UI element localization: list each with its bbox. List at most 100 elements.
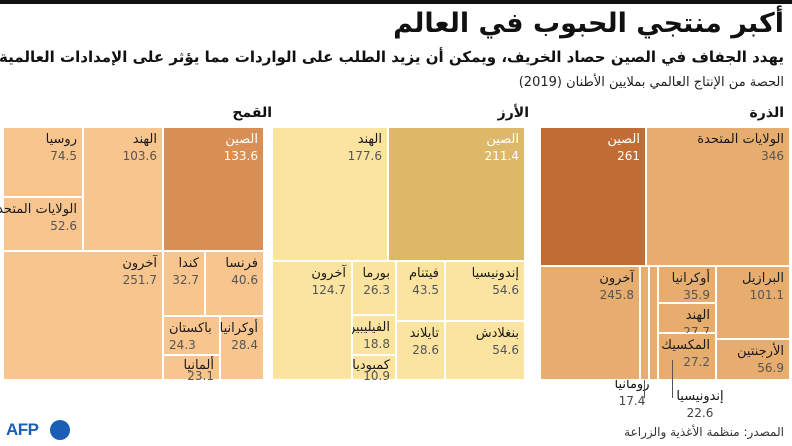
treemap-cell-wheat-6: أوكرانيا 28.4 xyxy=(220,316,264,380)
treemap-cell-corn-7 xyxy=(649,266,658,380)
treemap-label-corn-8: رومانيا xyxy=(614,377,650,392)
treemap-value-corn-9: 245.8 xyxy=(599,288,634,302)
treemap-label-wheat-8: ألمانيا xyxy=(183,358,214,373)
top-rule xyxy=(0,0,792,4)
treemap-cell-wheat-4: فرنسا 40.6 xyxy=(205,251,264,316)
treemap-cell-rice-4: فيتنام 43.5 xyxy=(396,261,445,321)
treemap-label-wheat-9: آخرون xyxy=(122,256,157,271)
treemap-cell-wheat-9: آخرون 251.7 xyxy=(3,251,163,380)
treemap-cell-rice-9: آخرون 124.7 xyxy=(272,261,352,380)
treemap-value-rice-9: 124.7 xyxy=(311,283,346,297)
treemap-label-corn-2: البرازيل xyxy=(741,271,784,286)
treemap-label-wheat-1: الهند xyxy=(132,132,157,147)
treemap-value-wheat-6: 28.4 xyxy=(231,338,258,352)
treemap-cell-corn-8 xyxy=(640,266,649,380)
treemap-label-corn-4: أوكرانيا xyxy=(671,271,710,286)
treemap-value-rice-3: 54.6 xyxy=(492,343,519,357)
treemap-cell-rice-3: بنغلادش 54.6 xyxy=(445,321,525,380)
treemap-value-wheat-8: 23.1 xyxy=(187,369,214,383)
treemap-label-wheat-6: أوكرانيا xyxy=(219,321,258,336)
treemap-value-wheat-7: 24.3 xyxy=(169,338,196,352)
treemap-cell-corn-6: المكسيك 27.2 xyxy=(658,333,716,380)
treemap-label-corn-9: آخرون xyxy=(599,271,634,286)
treemap-cell-corn-4: أوكرانيا 35.9 xyxy=(658,266,716,303)
treemap-value-rice-8: 10.9 xyxy=(363,369,390,383)
panel-title-wheat: القمح xyxy=(232,105,272,121)
treemap-value-rice-0: 211.4 xyxy=(484,149,519,163)
treemap-cell-rice-8: كمبوديا 10.9 xyxy=(352,355,396,383)
treemap-value-wheat-5: 32.7 xyxy=(172,273,199,287)
treemap-outside-label-corn-7: إندونيسيا 22.6 xyxy=(660,388,740,421)
treemap-value-corn-8: 17.4 xyxy=(618,394,646,408)
treemap-label-corn-3: الأرجنتين xyxy=(736,344,784,359)
treemap-cell-corn-3: الأرجنتين 56.9 xyxy=(716,339,790,380)
treemap-leader-corn-7 xyxy=(672,360,673,398)
treemap-label-wheat-4: فرنسا xyxy=(225,256,258,271)
treemap-label-rice-8: كمبوديا xyxy=(352,358,390,373)
treemap-value-corn-1: 261 xyxy=(617,149,640,163)
treemap-label-wheat-7: باكستان xyxy=(169,321,212,336)
treemap-cell-corn-2: البرازيل 101.1 xyxy=(716,266,790,339)
treemap-value-wheat-0: 133.6 xyxy=(223,149,258,163)
treemap-label-rice-0: الصين xyxy=(486,132,519,147)
treemap-value-rice-6: 26.3 xyxy=(363,283,390,297)
afp-logo-text: AFP xyxy=(6,420,39,439)
treemap-label-corn-5: الهند xyxy=(685,308,710,323)
treemap-label-rice-6: بورما xyxy=(362,266,390,281)
treemap-label-rice-7: الفيليبين xyxy=(345,320,390,335)
treemap-cell-wheat-0: الصين 133.6 xyxy=(163,127,264,251)
treemap-label-corn-0: الولايات المتحدة xyxy=(697,132,784,147)
treemap-value-corn-3: 56.9 xyxy=(757,361,784,375)
treemap-value-wheat-4: 40.6 xyxy=(231,273,258,287)
treemap-value-corn-0: 346 xyxy=(761,149,784,163)
treemap-value-wheat-3: 52.6 xyxy=(50,219,77,233)
treemap-cell-wheat-5: كندا 32.7 xyxy=(163,251,205,316)
treemap-label-corn-7: إندونيسيا xyxy=(676,389,724,404)
treemap-cell-corn-0: الولايات المتحدة 346 xyxy=(646,127,790,266)
panel-title-corn: الذرة xyxy=(749,105,784,121)
afp-logo-dot xyxy=(50,420,70,440)
treemap-cell-rice-0: الصين 211.4 xyxy=(388,127,525,261)
treemap-leader-corn-8 xyxy=(644,380,645,398)
treemap-value-corn-6: 27.2 xyxy=(683,355,710,369)
treemap-cell-wheat-7: باكستان 24.3 xyxy=(163,316,220,355)
treemap-value-rice-4: 43.5 xyxy=(412,283,439,297)
treemap-cell-corn-5: الهند 27.7 xyxy=(658,303,716,339)
treemap-cell-wheat-1: الهند 103.6 xyxy=(83,127,163,251)
treemap-cell-corn-1: الصين 261 xyxy=(540,127,646,266)
treemap-cell-rice-6: بورما 26.3 xyxy=(352,261,396,315)
treemap-cell-rice-1: الهند 177.6 xyxy=(272,127,388,261)
chart-subtitle: يهدد الجفاف في الصين حصاد الخريف، ويمكن … xyxy=(0,48,784,66)
treemap-cell-wheat-2: روسيا 74.5 xyxy=(3,127,83,197)
treemap-value-corn-2: 101.1 xyxy=(749,288,784,302)
treemap-label-rice-1: الهند xyxy=(357,132,382,147)
treemap-outside-label-corn-8: رومانيا 17.4 xyxy=(592,376,672,409)
source-note: المصدر: منظمة الأغذية والزراعة xyxy=(624,425,784,439)
treemap-label-rice-9: آخرون xyxy=(311,266,346,281)
chart-title: أكبر منتجي الحبوب في العالم xyxy=(393,8,784,39)
afp-logo: AFP xyxy=(6,418,72,442)
treemap-value-wheat-9: 251.7 xyxy=(122,273,157,287)
treemap-cell-rice-5: تايلاند 28.6 xyxy=(396,321,445,380)
chart-note: الحصة من الإنتاج العالمي بملايين الأطنان… xyxy=(518,75,784,90)
treemap-value-wheat-1: 103.6 xyxy=(122,149,157,163)
treemap-label-rice-4: فيتنام xyxy=(409,266,439,281)
treemap-label-wheat-3: الولايات المتحدة xyxy=(0,202,77,217)
treemap-value-rice-5: 28.6 xyxy=(412,343,439,357)
treemap-label-rice-3: بنغلادش xyxy=(475,326,519,341)
treemap-label-rice-2: إندونيسيا xyxy=(471,266,519,281)
treemap-cell-wheat-3: الولايات المتحدة 52.6 xyxy=(0,197,83,251)
treemap-label-corn-1: الصين xyxy=(607,132,640,147)
treemap-label-wheat-2: روسيا xyxy=(45,132,77,147)
treemap-value-rice-1: 177.6 xyxy=(347,149,382,163)
treemap-cell-corn-9: آخرون 245.8 xyxy=(540,266,640,380)
treemap-label-wheat-0: الصين xyxy=(225,132,258,147)
treemap-value-corn-4: 35.9 xyxy=(683,288,710,302)
treemap-cell-wheat-8: ألمانيا 23.1 xyxy=(163,355,220,383)
treemap-label-wheat-5: كندا xyxy=(178,256,199,271)
treemap-cell-rice-7: الفيليبين 18.8 xyxy=(346,315,396,355)
panel-title-rice: الأرز xyxy=(497,105,529,121)
treemap-label-rice-5: تايلاند xyxy=(409,326,439,341)
treemap-cell-rice-2: إندونيسيا 54.6 xyxy=(445,261,525,321)
treemap-value-corn-7: 22.6 xyxy=(686,406,714,420)
